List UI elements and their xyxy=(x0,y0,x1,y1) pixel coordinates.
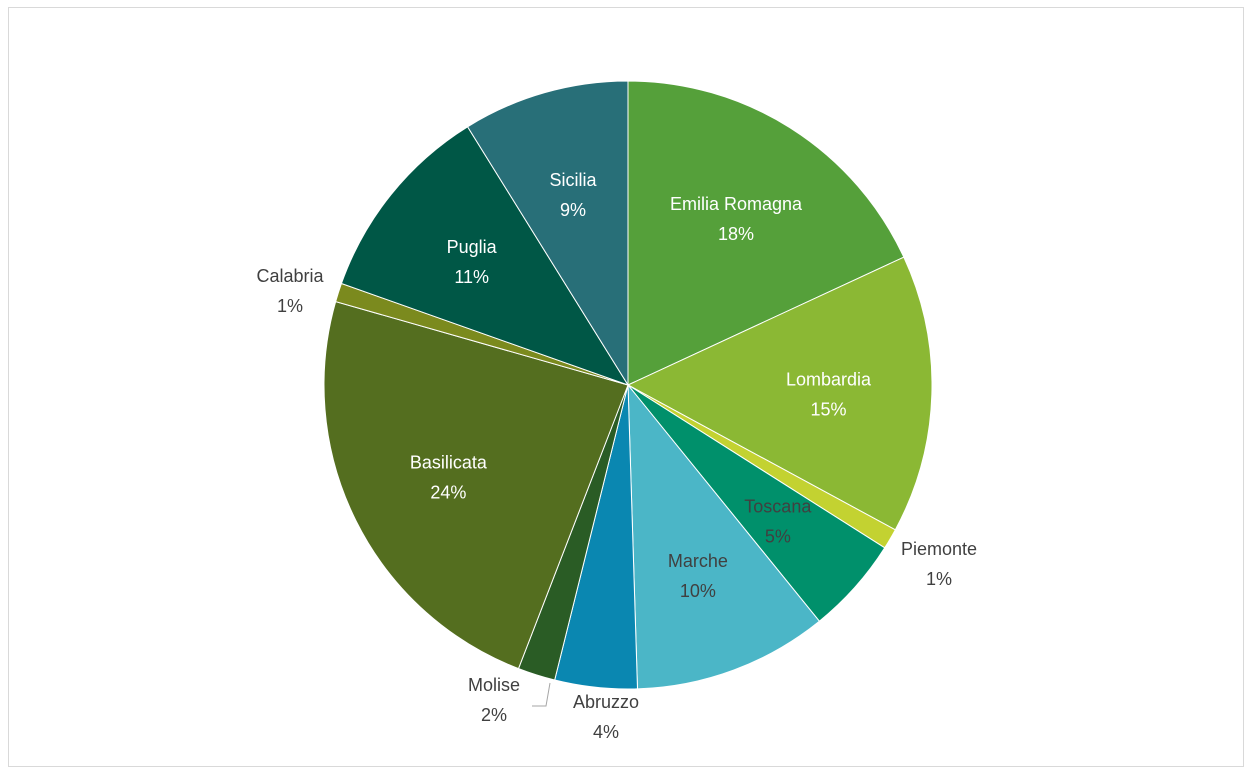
slice-percent-calabria: 1% xyxy=(277,296,303,316)
slice-percent-marche: 10% xyxy=(680,581,716,601)
slice-percent-basilicata: 24% xyxy=(430,482,466,502)
slice-label-marche: Marche xyxy=(668,551,728,571)
slice-percent-puglia: 11% xyxy=(454,267,489,287)
slice-label-basilicata: Basilicata xyxy=(410,452,488,472)
pie-slice-lombardia xyxy=(626,256,933,531)
pie-slice-emilia-romagna xyxy=(627,80,905,386)
slice-label-emilia-romagna: Emilia Romagna xyxy=(670,194,803,214)
slice-label-abruzzo: Abruzzo xyxy=(573,692,639,712)
slice-label-lombardia: Lombardia xyxy=(786,369,872,389)
pie-slice-sicilia xyxy=(466,80,629,387)
slice-label-puglia: Puglia xyxy=(447,237,498,257)
slice-percent-molise: 2% xyxy=(481,705,507,725)
pie-slice-basilicata xyxy=(323,300,629,670)
slice-label-toscana: Toscana xyxy=(744,496,812,516)
slice-percent-piemonte: 1% xyxy=(926,569,952,589)
slice-percent-toscana: 5% xyxy=(765,526,791,546)
slice-percent-sicilia: 9% xyxy=(560,200,586,220)
slice-label-sicilia: Sicilia xyxy=(549,170,597,190)
slice-percent-lombardia: 15% xyxy=(811,399,847,419)
slice-label-piemonte: Piemonte xyxy=(901,539,977,559)
leader-line-molise xyxy=(532,682,551,707)
slice-label-calabria: Calabria xyxy=(256,266,324,286)
pie-slice-marche xyxy=(627,383,821,690)
slice-percent-abruzzo: 4% xyxy=(593,722,619,742)
slice-percent-emilia-romagna: 18% xyxy=(718,224,754,244)
pie-slice-puglia xyxy=(340,126,630,386)
slice-label-molise: Molise xyxy=(468,675,520,695)
